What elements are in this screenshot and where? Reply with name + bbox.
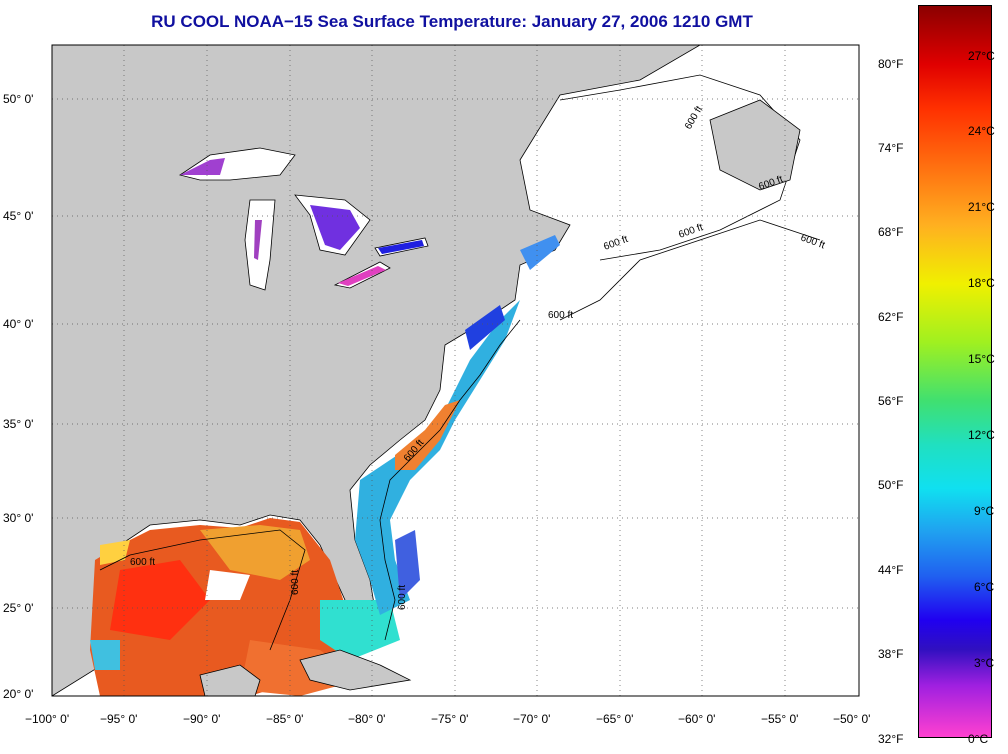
land-yucatan [199, 664, 261, 696]
colorbar [918, 5, 992, 738]
land-newfoundland [709, 99, 801, 191]
lat-tick: 50° 0' [3, 92, 34, 106]
lon-tick: −85° 0' [266, 712, 304, 726]
colorbar-c-tick: 27°C [968, 49, 995, 63]
land-north-america [52, 45, 701, 696]
colorbar-f-tick: 74°F [878, 141, 904, 155]
colorbar-f-tick: 44°F [878, 563, 904, 577]
lat-tick: 20° 0' [3, 687, 34, 701]
colorbar-f-tick: 62°F [878, 310, 904, 324]
lon-tick: −100° 0' [25, 712, 70, 726]
map-grid [52, 45, 859, 696]
colorbar-c-tick: 0°C [968, 732, 989, 746]
colorbar-c-tick: 18°C [968, 276, 995, 290]
lon-tick: −95° 0' [100, 712, 138, 726]
lake-michigan [244, 199, 276, 291]
lat-tick: 40° 0' [3, 317, 34, 331]
lat-tick: 25° 0' [3, 601, 34, 615]
lon-tick: −60° 0' [678, 712, 716, 726]
lon-tick: −55° 0' [761, 712, 799, 726]
colorbar-f-tick: 56°F [878, 394, 904, 408]
colorbar-c-tick: 21°C [968, 200, 995, 214]
colorbar-c-tick: 15°C [968, 352, 995, 366]
contour-label: 600 ft [130, 557, 155, 568]
lat-tick: 35° 0' [3, 417, 34, 431]
lon-tick: −50° 0' [833, 712, 871, 726]
colorbar-f-tick: 68°F [878, 225, 904, 239]
colorbar-f-tick: 50°F [878, 478, 904, 492]
colorbar-c-tick: 12°C [968, 428, 995, 442]
colorbar-c-tick: 24°C [968, 124, 995, 138]
colorbar-c-tick: 9°C [974, 504, 995, 518]
lon-tick: −90° 0' [183, 712, 221, 726]
colorbar-c-tick: 6°C [974, 580, 995, 594]
lat-tick: 30° 0' [3, 511, 34, 525]
contour-label: 600 ft [290, 570, 301, 595]
contour-label: 600 ft [548, 310, 573, 321]
lat-tick: 45° 0' [3, 209, 34, 223]
colorbar-f-tick: 80°F [878, 57, 904, 71]
lon-tick: −80° 0' [348, 712, 386, 726]
land-cuba [299, 649, 412, 691]
colorbar-f-tick: 32°F [878, 732, 904, 746]
map-title: RU COOL NOAA−15 Sea Surface Temperature:… [151, 12, 753, 31]
lon-tick: −65° 0' [596, 712, 634, 726]
lon-tick: −75° 0' [431, 712, 469, 726]
colorbar-f-tick: 38°F [878, 647, 904, 661]
contour-label: 600 ft [397, 585, 408, 610]
atlantic-coastal-sst [355, 300, 520, 615]
colorbar-c-tick: 3°C [974, 656, 995, 670]
lon-tick: −70° 0' [513, 712, 551, 726]
